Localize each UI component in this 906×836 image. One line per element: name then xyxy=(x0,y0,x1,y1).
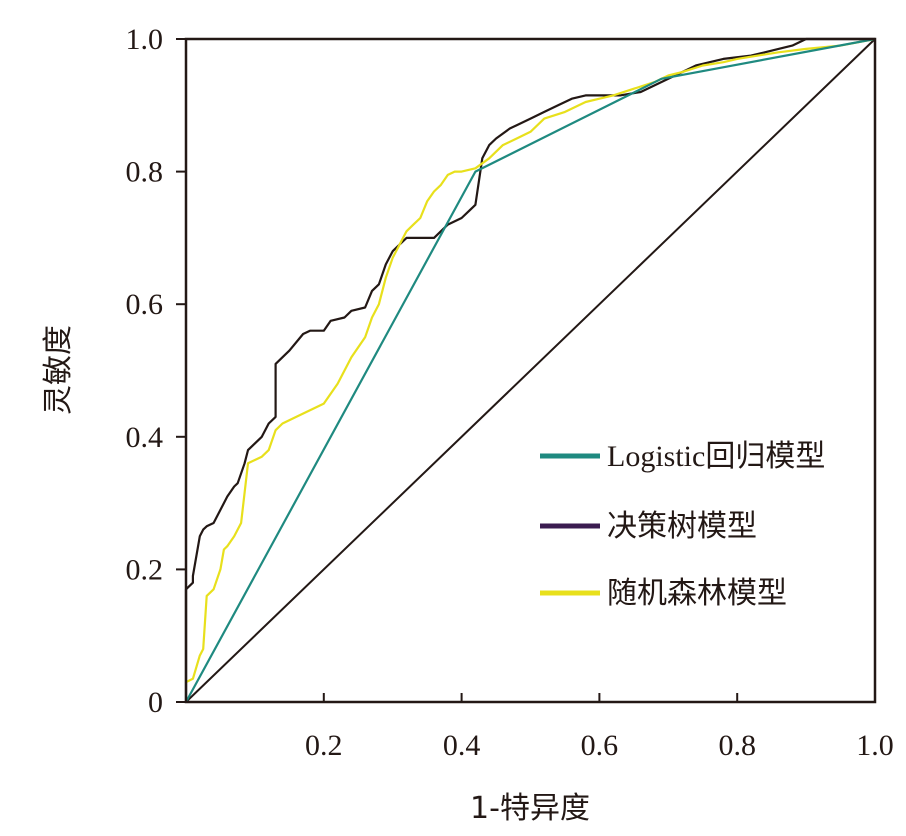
y-axis: 0 0.2 0.4 0.6 0.8 1.0 xyxy=(126,23,186,719)
x-tick-label: 0.2 xyxy=(305,729,343,762)
y-axis-title: 灵敏度 xyxy=(41,325,76,415)
x-tick-label: 1.0 xyxy=(856,729,894,762)
x-axis: 0.2 0.4 0.6 0.8 1.0 xyxy=(305,693,894,762)
legend-label: Logistic回归模型 xyxy=(607,440,825,473)
reference-diagonal-line xyxy=(185,38,876,703)
y-tick-label: 0.6 xyxy=(126,288,164,321)
y-tick-label: 0.4 xyxy=(126,421,164,454)
plot-frame xyxy=(184,37,877,704)
plot-lines xyxy=(184,37,876,703)
legend-label: 随机森林模型 xyxy=(607,576,787,611)
x-tick-label: 0.6 xyxy=(581,729,619,762)
x-axis-title: 1-特异度 xyxy=(470,791,590,826)
y-tick-label: 0 xyxy=(148,686,163,719)
y-tick-label: 0.2 xyxy=(126,553,164,586)
y-tick-label: 1.0 xyxy=(126,23,164,56)
y-tick-label: 0.8 xyxy=(126,156,164,189)
x-tick-label: 0.4 xyxy=(443,729,481,762)
decision-tree-line xyxy=(184,37,875,702)
legend-label: 决策树模型 xyxy=(607,509,757,544)
x-tick-label: 0.8 xyxy=(718,729,756,762)
logistic-regression-line xyxy=(185,37,876,703)
